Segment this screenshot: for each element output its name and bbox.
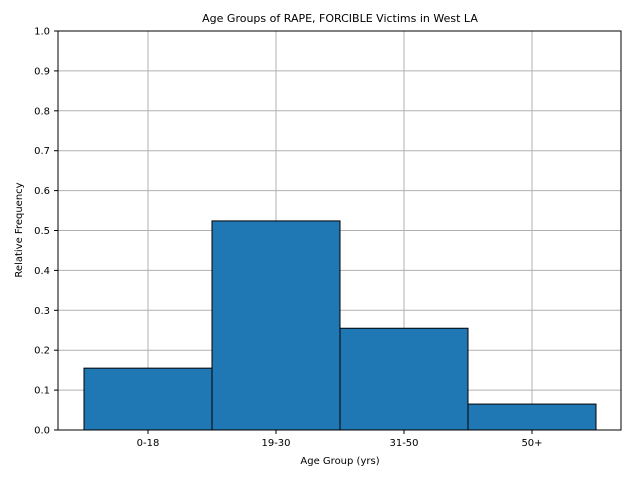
y-tick-label: 0.6 xyxy=(34,186,50,197)
x-tick-label: 50+ xyxy=(521,438,542,449)
bar-0-18 xyxy=(83,367,213,431)
y-tick-label: 0.9 xyxy=(34,66,50,77)
x-tick-label: 0-18 xyxy=(137,438,160,449)
x-tick-label: 19-30 xyxy=(261,438,290,449)
y-tick-label: 0.2 xyxy=(34,346,50,357)
y-axis-label: Relative Frequency xyxy=(14,182,25,277)
bar-31-50 xyxy=(339,327,469,431)
y-tick-label: 0.8 xyxy=(34,106,50,117)
y-tick-label: 0.5 xyxy=(34,226,50,237)
y-tick-label: 0.0 xyxy=(34,426,50,437)
x-axis-label: Age Group (yrs) xyxy=(300,456,379,467)
y-tick-label: 0.1 xyxy=(34,386,50,397)
bar-50+ xyxy=(467,403,597,431)
y-tick-label: 0.7 xyxy=(34,146,50,157)
axis-ticks xyxy=(54,30,533,434)
bars xyxy=(83,220,597,431)
y-tick-label: 0.4 xyxy=(34,266,50,277)
x-tick-label: 31-50 xyxy=(389,438,418,449)
y-tick-label: 1.0 xyxy=(34,27,50,38)
tick-labels: 0.0 0.1 0.2 0.3 0.4 0.5 0.6 0.7 0.8 0.9 1.0 0-18 19-… xyxy=(34,27,542,450)
y-tick-label: 0.3 xyxy=(34,306,50,317)
plot-area: 0.0 0.1 0.2 0.3 0.4 0.5 0.6 0.7 0.8 0.9 1.0 0-18 19-… xyxy=(34,27,622,450)
bar-19-30 xyxy=(211,220,341,431)
chart-title: Age Groups of RAPE, FORCIBLE Victims in … xyxy=(202,12,478,25)
